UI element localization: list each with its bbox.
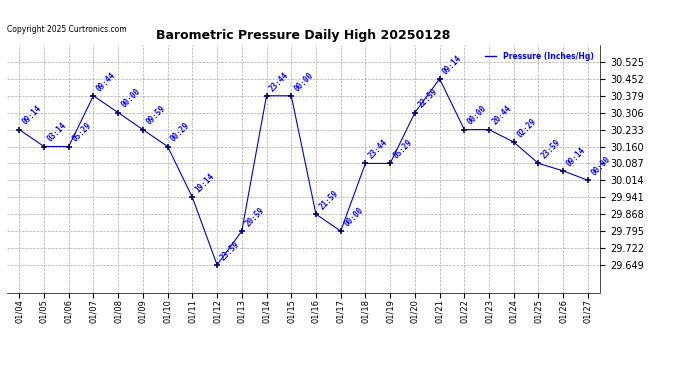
Text: Copyright 2025 Curtronics.com: Copyright 2025 Curtronics.com (7, 25, 126, 34)
Text: 19:14: 19:14 (194, 172, 217, 195)
Text: 20:44: 20:44 (491, 104, 513, 127)
Text: 00:00: 00:00 (342, 206, 365, 228)
Text: 05:29: 05:29 (70, 121, 93, 144)
Text: 00:29: 00:29 (169, 121, 192, 144)
Title: Barometric Pressure Daily High 20250128: Barometric Pressure Daily High 20250128 (157, 30, 451, 42)
Legend: Pressure (Inches/Hg): Pressure (Inches/Hg) (482, 49, 596, 64)
Text: 00:00: 00:00 (589, 155, 612, 177)
Text: 00:00: 00:00 (293, 70, 315, 93)
Text: 23:59: 23:59 (219, 239, 241, 262)
Text: 09:59: 09:59 (144, 104, 167, 127)
Text: 22:59: 22:59 (416, 87, 439, 110)
Text: 21:59: 21:59 (317, 189, 340, 211)
Text: 03:14: 03:14 (46, 121, 68, 144)
Text: 09:14: 09:14 (21, 104, 43, 127)
Text: 20:59: 20:59 (243, 206, 266, 228)
Text: 02:29: 02:29 (515, 117, 538, 140)
Text: 23:44: 23:44 (268, 70, 290, 93)
Text: 00:00: 00:00 (466, 104, 489, 127)
Text: 09:14: 09:14 (441, 53, 464, 76)
Text: 23:59: 23:59 (540, 138, 562, 160)
Text: 09:14: 09:14 (564, 146, 587, 168)
Text: 09:44: 09:44 (95, 70, 117, 93)
Text: 23:44: 23:44 (367, 138, 390, 160)
Text: 00:00: 00:00 (119, 87, 142, 110)
Text: 05:29: 05:29 (391, 138, 414, 160)
